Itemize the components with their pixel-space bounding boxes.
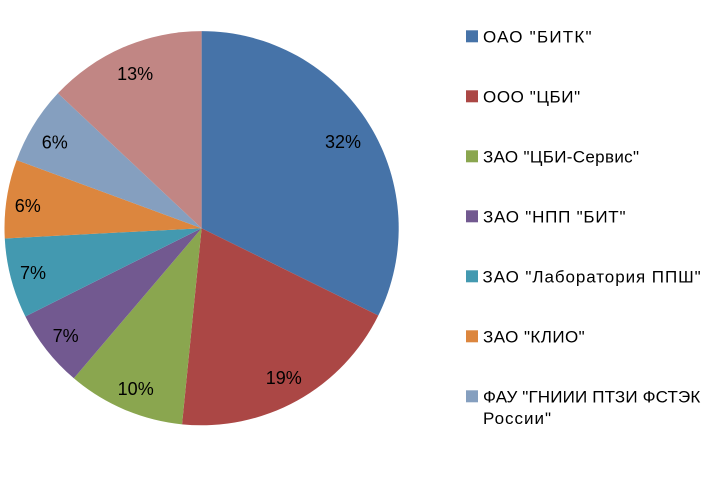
svg-text:ЗАО "Лаборатория ППШ": ЗАО "Лаборатория ППШ" xyxy=(483,268,702,287)
svg-text:России": России" xyxy=(483,409,552,428)
svg-text:ООО "ЦБИ": ООО "ЦБИ" xyxy=(483,88,581,107)
svg-text:ЗАО "НПП "БИТ": ЗАО "НПП "БИТ" xyxy=(483,208,626,227)
svg-text:7%: 7% xyxy=(53,326,79,346)
svg-text:7%: 7% xyxy=(20,263,46,283)
svg-text:6%: 6% xyxy=(42,133,68,153)
svg-text:19%: 19% xyxy=(266,368,302,388)
svg-text:ОАО "БИТК": ОАО "БИТК" xyxy=(483,28,593,47)
svg-text:ЗАО "КЛИО": ЗАО "КЛИО" xyxy=(483,328,585,347)
svg-text:ЗАО "ЦБИ-Сервис": ЗАО "ЦБИ-Сервис" xyxy=(483,148,639,167)
svg-text:32%: 32% xyxy=(325,132,361,152)
svg-text:13%: 13% xyxy=(117,64,153,84)
svg-text:ФАУ "ГНИИИ ПТЗИ ФСТЭК: ФАУ "ГНИИИ ПТЗИ ФСТЭК xyxy=(483,388,700,407)
svg-text:6%: 6% xyxy=(15,196,41,216)
svg-text:10%: 10% xyxy=(118,379,154,399)
